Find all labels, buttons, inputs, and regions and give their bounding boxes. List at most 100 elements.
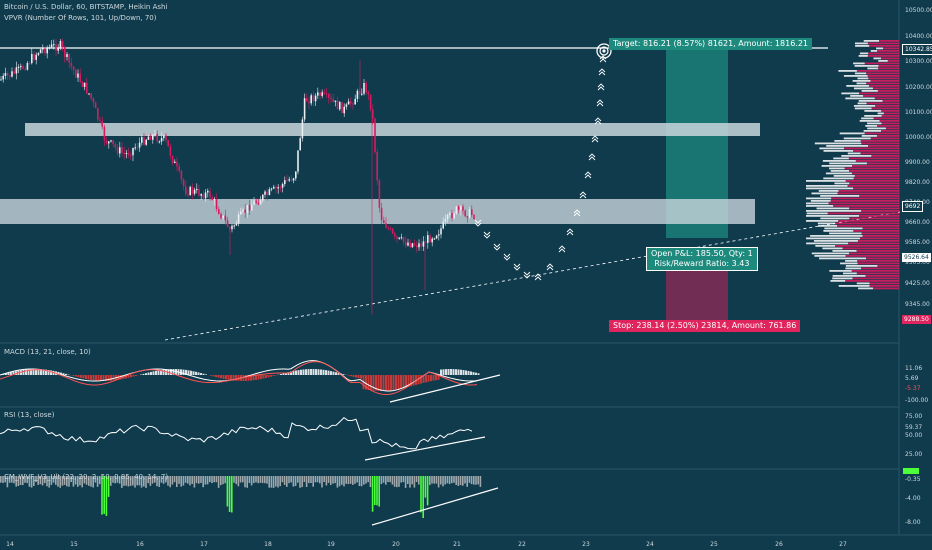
vpvr-bar-up <box>856 282 870 285</box>
projection-arrow <box>573 212 581 217</box>
cm-bar <box>303 476 306 483</box>
cm-bar <box>343 476 345 487</box>
macd-hist-bar <box>132 375 135 377</box>
macd-hist-bar <box>300 369 302 375</box>
cm-bar <box>33 476 35 486</box>
macd-hist-bar <box>25 369 27 375</box>
macd-hist-bar <box>387 375 390 391</box>
candle-body <box>473 214 475 219</box>
vpvr-bar-up <box>814 255 846 257</box>
candle-body <box>242 209 244 212</box>
vpvr-bar-down <box>882 100 899 102</box>
cm-bar <box>369 476 372 488</box>
candle-body <box>53 44 55 46</box>
trendline-dotted[interactable] <box>164 211 901 341</box>
macd-hist-bar <box>427 375 430 382</box>
vpvr-bar-down <box>866 72 899 75</box>
vpvr-bar-down <box>838 220 899 222</box>
candle-body <box>28 63 31 65</box>
vpvr-bar-up <box>857 77 869 80</box>
macd-pane <box>0 360 501 403</box>
cm-trendline <box>371 487 499 526</box>
candle-body <box>42 48 44 50</box>
vpvr-bar-down <box>871 107 899 110</box>
cm-bar <box>39 476 42 485</box>
macd-hist-bar <box>270 375 272 377</box>
candle-body <box>114 144 117 148</box>
cm-bar <box>191 476 193 484</box>
cm-bar <box>433 476 435 484</box>
rsi-legend: RSI (13, close) <box>4 411 55 419</box>
vpvr-bar-down <box>875 105 899 107</box>
macd-hist-bar <box>120 375 122 380</box>
cm-bar <box>41 476 44 486</box>
vpvr-bar-down <box>859 92 899 95</box>
cm-bar <box>389 476 391 483</box>
macd-hist-bar <box>15 371 17 375</box>
macd-hist-bar <box>205 374 207 375</box>
macd-hist-bar <box>327 370 330 375</box>
candle-body <box>453 213 455 219</box>
time-axis[interactable]: 14 15 16 17 18 19 20 21 22 23 24 25 26 27 <box>6 541 847 548</box>
vpvr-bar-up <box>820 195 860 197</box>
cm-bar <box>424 476 427 498</box>
vpvr-bar-down <box>872 87 899 90</box>
vpvr-bar-down <box>838 190 899 192</box>
candle-body <box>112 140 114 145</box>
vpvr-bar-up <box>814 142 862 145</box>
candle-body <box>167 140 169 147</box>
cm-bar <box>378 476 380 507</box>
vpvr-bar-up <box>853 62 865 65</box>
candle-body <box>233 225 235 227</box>
projection-arrow <box>588 153 596 158</box>
candle-body <box>352 103 354 105</box>
cm-bar <box>156 476 158 487</box>
price-badge-resistance: 10342.85 <box>902 44 932 55</box>
vpvr-bar-up <box>840 262 858 265</box>
cm-bar <box>52 476 55 483</box>
macd-hist-bar <box>32 369 35 375</box>
target-label[interactable]: Target: 816.21 (8.57%) 81621, Amount: 18… <box>609 38 813 50</box>
vpvr-bar-down <box>864 132 899 135</box>
candle-body <box>462 206 464 211</box>
cm-bar <box>371 476 374 512</box>
vpvr-bar-down <box>833 205 899 207</box>
candle-body <box>446 214 449 220</box>
candle-body <box>215 199 218 210</box>
cm-bar <box>127 476 130 487</box>
candle-body <box>178 166 180 171</box>
target-icon[interactable] <box>596 43 612 59</box>
price-axis[interactable]: 10500.00 10400.00 10300.00 10200.00 10100.00… <box>903 7 932 526</box>
stop-zone[interactable] <box>666 262 728 320</box>
candle-body <box>376 151 378 181</box>
cm-bar <box>28 476 31 487</box>
pnl-box[interactable]: Open P&L: 185.50, Qty: 1 Risk/Reward Rat… <box>646 247 758 271</box>
vpvr-bar-down <box>828 202 899 205</box>
vpvr-bar-down <box>868 77 899 80</box>
cm-bar <box>294 476 297 486</box>
macd-hist-bar <box>447 369 450 375</box>
candle-body <box>237 214 240 224</box>
resistance-zone[interactable] <box>25 123 760 136</box>
support-zone[interactable] <box>0 199 755 224</box>
projection-arrow <box>513 263 521 268</box>
vpvr-bar-down <box>849 207 899 210</box>
macd-tick-label: -100.00 <box>905 397 928 404</box>
cm-bar <box>266 476 268 484</box>
projection-arrow <box>584 174 592 179</box>
candle-body <box>198 188 200 196</box>
vpvr-bar-up <box>806 202 829 205</box>
macd-hist-bar <box>350 375 352 377</box>
cm-bar <box>299 476 301 488</box>
macd-hist-bar <box>372 375 375 391</box>
cm-bar <box>226 476 229 507</box>
stop-label[interactable]: Stop: 238.14 (2.50%) 23814, Amount: 761.… <box>609 320 801 332</box>
vpvr-bar-up <box>854 107 872 110</box>
candle-body <box>321 92 323 96</box>
cm-bar <box>435 476 438 484</box>
candle-body <box>288 179 290 181</box>
vpvr-bar-up <box>811 192 838 195</box>
cm-bar <box>455 476 457 485</box>
vpvr-bar-down <box>868 52 899 55</box>
